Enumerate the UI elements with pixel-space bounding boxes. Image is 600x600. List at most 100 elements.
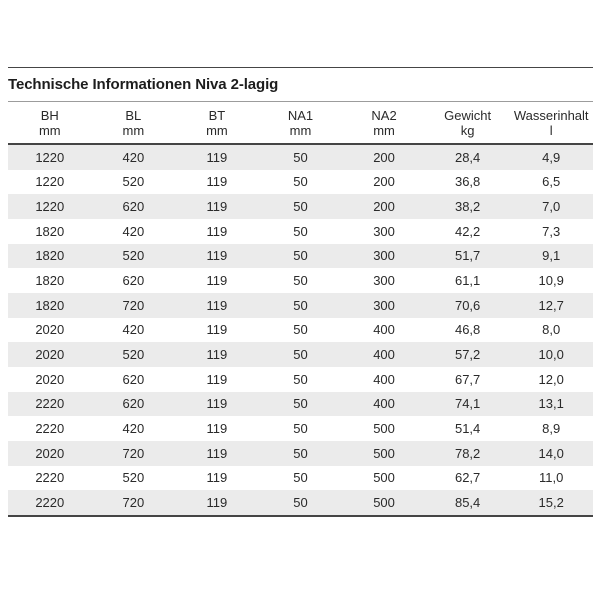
table-body: 1220 420 119 50 200 28,4 4,9 1220 520 119 50 200 36,… — [8, 145, 593, 517]
column-header-bt: BT mm — [175, 108, 259, 138]
table-cell: 10,0 — [538, 347, 564, 363]
table-cell: 9,1 — [542, 248, 561, 264]
table-cell: 50 — [293, 421, 308, 437]
table-header-row: BH mm BL mm BT mm NA1 mm NA2 mm Gewicht kg Wasserinh… — [8, 102, 593, 145]
table-cell: 119 — [206, 495, 228, 511]
table-cell: 2020 — [35, 347, 65, 363]
table-row: 1220 620 119 50 200 38,2 7,0 — [8, 194, 593, 219]
table-cell: 119 — [206, 421, 228, 437]
table-row: 1820 720 119 50 300 70,6 12,7 — [8, 292, 593, 318]
column-header-na1: NA1 mm — [259, 108, 343, 138]
table-cell: 420 — [122, 149, 145, 165]
table-cell: 400 — [373, 347, 395, 363]
column-label: BT — [208, 107, 226, 123]
table-cell: 300 — [373, 223, 395, 239]
table-row: 2220 520 119 50 500 62,7 11,0 — [8, 466, 593, 491]
column-label: NA1 — [287, 107, 314, 123]
table-cell: 620 — [122, 273, 145, 289]
column-unit: kg — [460, 122, 475, 138]
table-cell: 50 — [293, 223, 308, 239]
table-cell: 119 — [206, 396, 228, 412]
table-cell: 50 — [293, 273, 308, 289]
table-cell: 4,9 — [542, 149, 561, 165]
table-cell: 119 — [206, 199, 228, 215]
table-cell: 2020 — [35, 445, 65, 461]
table-cell: 1820 — [35, 248, 65, 264]
table-cell: 50 — [293, 199, 308, 215]
table-cell: 62,7 — [454, 470, 481, 486]
column-unit: mm — [289, 122, 312, 138]
table-cell: 1220 — [35, 149, 65, 165]
table-cell: 720 — [122, 297, 145, 313]
table-cell: 400 — [373, 396, 395, 412]
table-cell: 6,5 — [542, 174, 561, 190]
table-cell: 520 — [122, 174, 145, 190]
table-cell: 500 — [373, 495, 395, 511]
table-cell: 2020 — [35, 322, 65, 338]
table-cell: 500 — [373, 470, 395, 486]
table-row: 1220 420 119 50 200 28,4 4,9 — [8, 145, 593, 170]
table-cell: 720 — [122, 445, 145, 461]
column-label: BH — [40, 107, 59, 123]
table-row: 2020 520 119 50 400 57,2 10,0 — [8, 342, 593, 367]
table-cell: 67,7 — [454, 371, 481, 387]
table-cell: 420 — [122, 322, 145, 338]
table-cell: 12,0 — [538, 371, 564, 387]
table-cell: 520 — [122, 248, 145, 264]
table-row: 1220 520 119 50 200 36,8 6,5 — [8, 170, 593, 195]
table-cell: 200 — [373, 199, 395, 215]
table-cell: 50 — [293, 445, 308, 461]
table-cell: 400 — [373, 322, 395, 338]
table-row: 2020 420 119 50 400 46,8 8,0 — [8, 318, 593, 343]
table-cell: 420 — [122, 421, 145, 437]
column-header-bh: BH mm — [8, 108, 92, 138]
table-cell: 420 — [122, 223, 145, 239]
table-cell: 2220 — [35, 421, 65, 437]
table-cell: 119 — [206, 223, 228, 239]
table-cell: 200 — [373, 149, 395, 165]
table-title-bar: Technische Informationen Niva 2-lagig — [8, 67, 593, 102]
table-row: 2020 720 119 50 500 78,2 14,0 — [8, 440, 593, 466]
table-cell: 38,2 — [454, 199, 481, 215]
table-cell: 300 — [373, 248, 395, 264]
table-row: 2020 620 119 50 400 67,7 12,0 — [8, 367, 593, 392]
column-label: Gewicht — [444, 107, 492, 123]
table-cell: 50 — [293, 297, 308, 313]
table-cell: 7,0 — [542, 199, 561, 215]
table-cell: 520 — [122, 347, 145, 363]
table-cell: 119 — [206, 273, 228, 289]
table-cell: 119 — [206, 470, 228, 486]
table-cell: 500 — [373, 445, 395, 461]
table-cell: 400 — [373, 371, 395, 387]
table-cell: 46,8 — [454, 322, 481, 338]
table-cell: 50 — [293, 347, 308, 363]
table-cell: 50 — [293, 149, 308, 165]
table-cell: 61,1 — [454, 273, 481, 289]
table-row: 2220 420 119 50 500 51,4 8,9 — [8, 416, 593, 441]
table-cell: 1820 — [35, 297, 65, 313]
column-unit: l — [549, 122, 553, 138]
table-cell: 520 — [122, 470, 145, 486]
technical-info-table: Technische Informationen Niva 2-lagig BH… — [8, 67, 593, 517]
table-cell: 50 — [293, 322, 308, 338]
table-cell: 8,9 — [542, 421, 561, 437]
table-cell: 1220 — [35, 199, 65, 215]
table-cell: 2020 — [35, 371, 65, 387]
column-label: BL — [125, 107, 142, 123]
table-cell: 50 — [293, 495, 308, 511]
table-cell: 2220 — [35, 396, 65, 412]
column-header-na2: NA2 mm — [342, 108, 426, 138]
column-unit: mm — [373, 122, 395, 138]
table-cell: 36,8 — [454, 174, 481, 190]
table-cell: 51,7 — [454, 248, 481, 264]
table-cell: 620 — [122, 199, 145, 215]
table-cell: 119 — [206, 248, 228, 264]
table-row: 2220 620 119 50 400 74,1 13,1 — [8, 391, 593, 417]
table-cell: 51,4 — [454, 421, 481, 437]
table-cell: 119 — [206, 445, 228, 461]
table-cell: 720 — [122, 495, 145, 511]
column-label: Wasserinhalt — [513, 107, 589, 123]
table-cell: 12,7 — [538, 297, 564, 313]
table-cell: 85,4 — [454, 495, 481, 511]
table-cell: 119 — [206, 149, 228, 165]
